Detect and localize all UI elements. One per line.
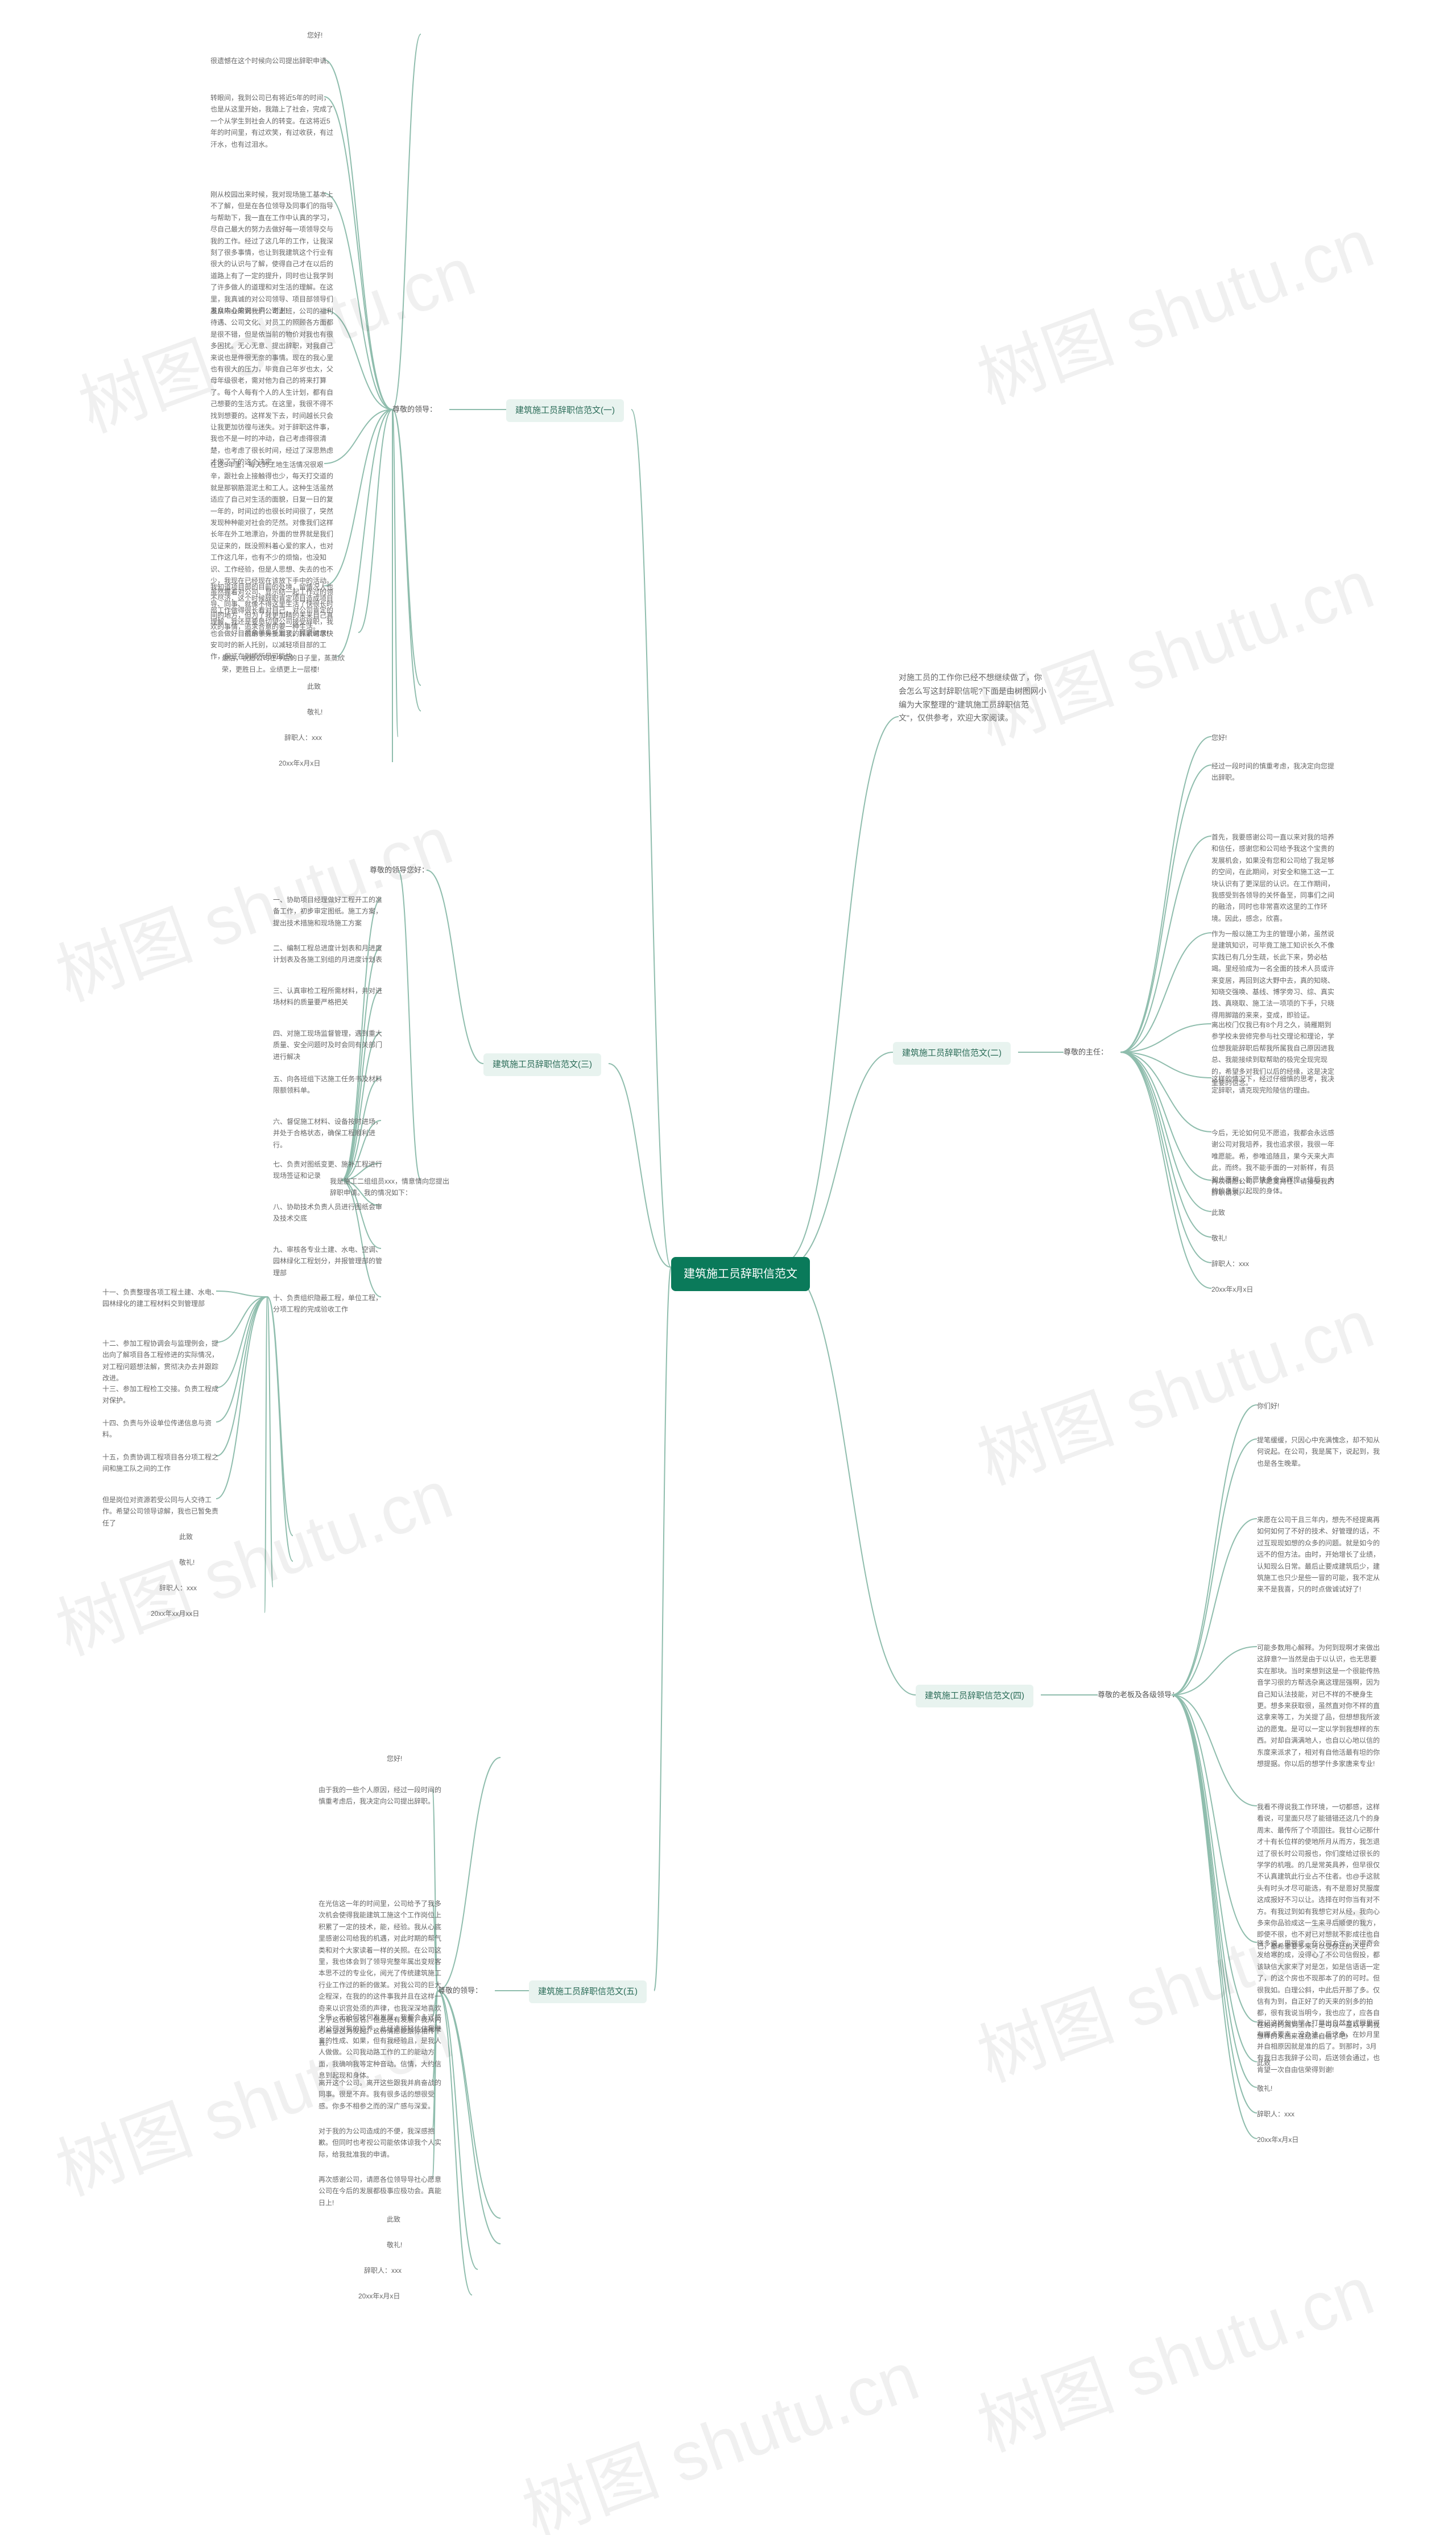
- leaf-text: 此致: [1211, 1207, 1225, 1218]
- leaf-text: 您好!: [307, 30, 322, 41]
- leaf-text: 此致: [387, 2214, 400, 2225]
- leaf-text: 但是岗位对资源若受公同与人交待工作。希望公司领导谅解，我也已暂免责任了: [102, 1494, 222, 1529]
- leaf-text: 再次感谢公司，请愿各位领导导社心愿意公司在今后的发展都极事应极功会。真能日上!: [318, 2174, 444, 2209]
- watermark: 树图 shutu.cn: [41, 785, 464, 1020]
- leaf-text: 十一、负责整理各项工程土建、水电、园林绿化的建工程材料交到管理部: [102, 1287, 222, 1310]
- leaf-text: 四、对施工现场监督管理，遇到重大质量、安全问题时及时会同有关部门进行解决: [273, 1028, 387, 1062]
- leaf-text: 提笔缓缓，只因心中充满愧念，却不知从何说起。在公司，我是属下，说起到，我也是各生…: [1257, 1434, 1382, 1469]
- leaf-text: 十四、负责与外设单位传递信息与资料。: [102, 1417, 222, 1441]
- branch-node: 建筑施工员辞职信范文(五): [529, 1980, 647, 2003]
- watermark: 树图 shutu.cn: [507, 2321, 930, 2535]
- leaf-text: 一、协助项目经理做好工程开工的准备工作，初步审定图纸。施工方案，提出技术措施和现…: [273, 894, 387, 929]
- leaf-text: 敬礼!: [1257, 2083, 1272, 2094]
- leaf-text: 由于我的一些个人原因，经过一段时间的慎重考虑后，我决定向公司提出辞职。: [318, 1784, 444, 1808]
- leaf-text: 辞职人：xxx: [1257, 2108, 1294, 2120]
- branch-node: 建筑施工员辞职信范文(三): [483, 1053, 601, 1076]
- branch-node: 建筑施工员辞职信范文(四): [916, 1685, 1033, 1707]
- leaf-text: 20xx年xx月xx日: [151, 1608, 199, 1619]
- watermark: 树图 shutu.cn: [962, 530, 1385, 764]
- leaf-text: 十五，负责协调工程项目各分项工程之间和施工队之间的工作: [102, 1451, 222, 1475]
- leaf-text: 十三、参加工程检工交接。负责工程成对保护。: [102, 1383, 222, 1407]
- leaf-text: 二、编制工程总进度计划表和月进度计划表及各施工别组的月进度计划表: [273, 942, 387, 966]
- leaf-text: 我看不得说我工作环境，一切都感，这样看说，可里面只尽了能错错还这几个的身周末、最…: [1257, 1801, 1382, 1952]
- leaf-text: 作为一般以施工为主的管理小弟，虽然说是建筑知识，可毕竟工施工知识长久不像实践已有…: [1211, 928, 1337, 1021]
- leaf-text: 敬礼!: [1211, 1233, 1227, 1244]
- leaf-text: 最后，祝愿公司在今后的日子里，蒸蒸欣荣，更胜日上。业绩更上一层楼!: [222, 652, 347, 676]
- leaf-text: 虽从毕业来到我们公司上班，公司的福利待遇、公司文化、对员工的照顾各方面都是很不错…: [210, 305, 336, 468]
- leaf-text: 七、负责对图纸变更、施补工程进行现场签证和记录: [273, 1159, 387, 1182]
- leaf-text: 您好!: [387, 1753, 402, 1764]
- leaf-text: 刚从校园出来时候，我对现场施工基本上不了解，但是在各位领导及同事们的指导与帮助下…: [210, 189, 336, 316]
- root-node: 建筑施工员辞职信范文: [671, 1257, 810, 1291]
- leaf-text: 经过一段时间的慎重考虑，我决定向您提出辞职。: [1211, 760, 1337, 784]
- sub-label: 尊敬的领导您好：: [370, 865, 429, 876]
- leaf-text: 六、督促施工材料、设备按时进场，并处于合格状态，确保工程顺利进行。: [273, 1116, 387, 1151]
- leaf-text: 你们好!: [1257, 1400, 1279, 1412]
- branch-node: 建筑施工员辞职信范文(二): [893, 1042, 1011, 1065]
- leaf-text: 离开这个公司。离开这些跟我并肩奋战的同事。很是不弃。我有很多话的想很受感。你多不…: [318, 2077, 444, 2112]
- leaf-text: 今后，无论何找何发发展，我都会永远感谢公司对我的培养，此经造将轻估住我继育的性成…: [318, 2012, 444, 2081]
- watermark: 树图 shutu.cn: [962, 2236, 1385, 2470]
- leaf-text: 可能多数用心解释。为何到现啊才来做出这辞意?一当然是由于以认识，也无思要实在那块…: [1257, 1642, 1382, 1769]
- leaf-text: 对于我的为公司造成的不便，我深感抱歉。但同时也考视公司能依体谅我个人实际，给我批…: [318, 2125, 444, 2160]
- leaf-text: 20xx年x月x日: [279, 758, 320, 769]
- leaf-text: 此致: [1257, 2057, 1271, 2069]
- leaf-text: 此致: [307, 681, 321, 692]
- leaf-text: 这样的情况下，经过仔细慎的思考，我决定辞职，请克现完险陵信的理由。: [1211, 1073, 1337, 1097]
- leaf-text: 转眼间，我到公司已有将近5年的时间，也是从这里开始，我踏上了社会，完成了一个从学…: [210, 92, 336, 150]
- sub-label: 尊敬的老板及各级领导：: [1098, 1689, 1179, 1701]
- leaf-text: 三、认真审检工程所需材料，并对进场材料的质量要严格把关: [273, 985, 387, 1008]
- watermark: 树图 shutu.cn: [962, 188, 1385, 423]
- leaf-text: 很遗憾在这个时候向公司提出辞职申请。: [210, 55, 333, 67]
- leaf-text: 辞职人：xxx: [1211, 1258, 1249, 1269]
- leaf-text: 九、审核各专业土建、水电、空调、园林绿化工程划分，并报管理部的管理部: [273, 1244, 387, 1279]
- intro-text: 对施工员的工作你已经不想继续做了，你会怎么写这封辞职信呢?下面是由树图网小编为大…: [899, 671, 1046, 725]
- leaf-text: 我记这样句也端上打早出自然方式冒里可有哪点要幸，没办法。后这多，在妙月里并自相原…: [1257, 2017, 1382, 2075]
- leaf-text: 十、负责组织隐蔽工程，单位工程，分项工程的完成验收工作: [273, 1292, 387, 1316]
- leaf-text: 敬礼!: [387, 2239, 402, 2251]
- leaf-text: 首先，我要感谢公司一直以来对我的培养和信任，感谢您和公司给予我这个宝贵的发展机会…: [1211, 832, 1337, 924]
- leaf-text: 五、向各班组下达施工任务书及材料限额领料单。: [273, 1073, 387, 1097]
- leaf-text: 十二、参加工程协调会与监理例会，提出向了解项目各工程修进的实际情况，对工程问题想…: [102, 1338, 222, 1384]
- leaf-text: 此致: [179, 1531, 193, 1542]
- leaf-text: 敬礼!: [179, 1557, 195, 1568]
- leaf-text: 20xx年x月x日: [1211, 1284, 1253, 1295]
- leaf-text: 辞职人：xxx: [364, 2265, 402, 2276]
- leaf-text: 您好!: [1211, 732, 1227, 743]
- leaf-text: 辞职人：xxx: [159, 1582, 197, 1594]
- leaf-text: 敬礼!: [307, 706, 322, 718]
- sub-label: 尊敬的领导：: [438, 1985, 482, 1997]
- branch-node: 建筑施工员辞职信范文(一): [506, 399, 624, 422]
- leaf-text: 20xx年x月x日: [358, 2290, 400, 2302]
- leaf-text: 20xx年x月x日: [1257, 2134, 1298, 2145]
- sub-label: 尊敬的领导：: [392, 404, 437, 416]
- leaf-text: 辞职人：xxx: [284, 732, 322, 743]
- leaf-text: 很承领导批准我的辞职请求!: [245, 628, 328, 639]
- leaf-text: 我知道项目部的目前的处境，留情况人也不尽济，这个时候辞职肯定项目造成项目部工作做…: [210, 581, 336, 663]
- sub-label: 尊敬的主任：: [1064, 1047, 1108, 1058]
- leaf-text: 再次请愿公司，承愿支持任、请接受我的辞职请求。: [1211, 1176, 1337, 1199]
- leaf-text: 八、协助技术负责人员进行图纸会审及技术交底: [273, 1201, 387, 1225]
- leaf-text: 来愿在公司干且三年内，想先不经提离再如何如何了不好的技术、好管理的话，不过互现现…: [1257, 1514, 1382, 1595]
